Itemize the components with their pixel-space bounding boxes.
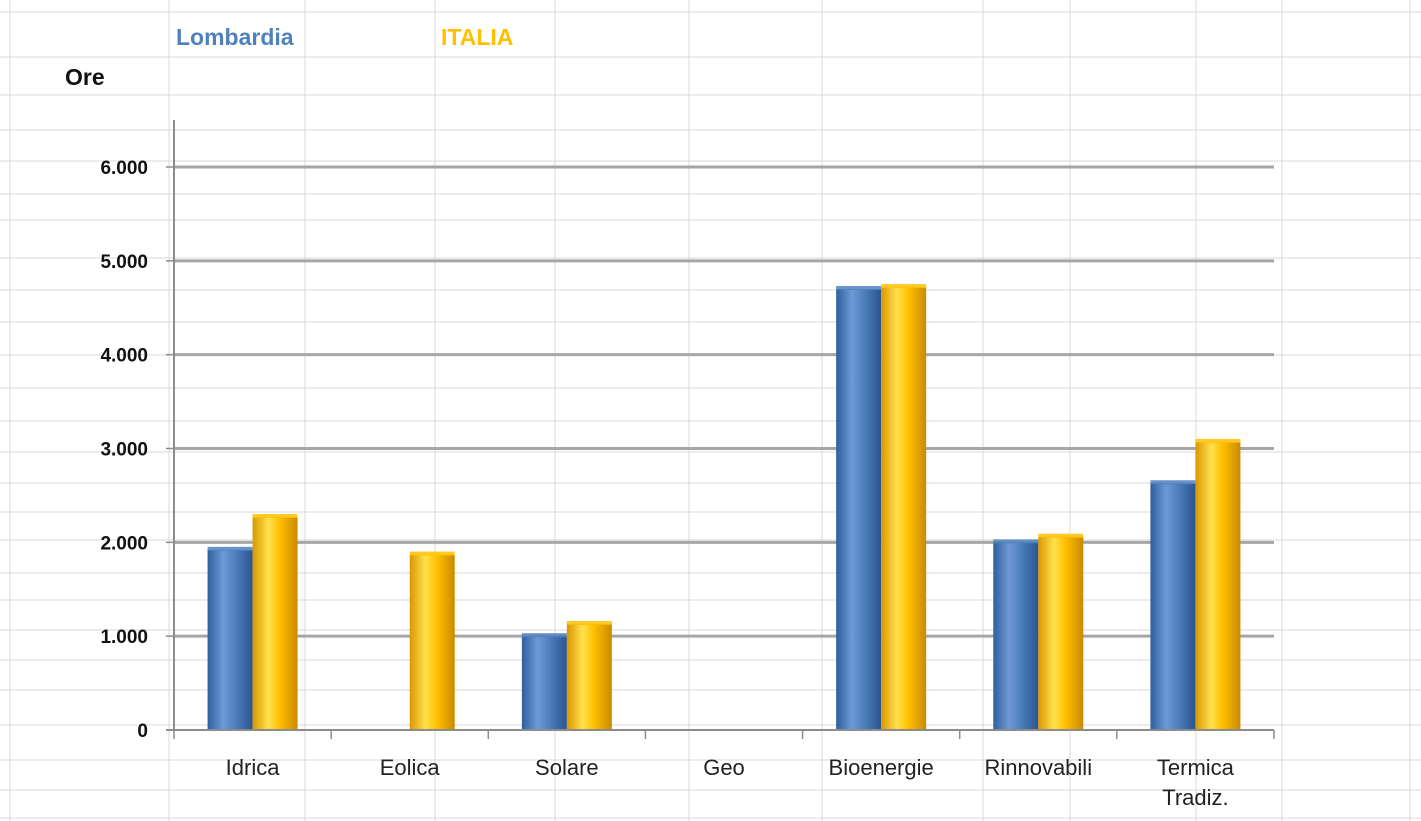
bar-top-italia: [252, 513, 298, 518]
x-tick-label: Bioenergie: [829, 755, 934, 780]
x-tick-label: Eolica: [380, 755, 441, 780]
bar-lombardia: [1150, 483, 1196, 730]
bar-italia: [1038, 536, 1084, 730]
bar-lombardia: [836, 288, 882, 730]
legend-entry-italia: ITALIA: [441, 24, 513, 50]
bar-top-italia: [1195, 438, 1241, 443]
y-tick-label: 4.000: [100, 346, 148, 367]
y-tick-label: 3.000: [100, 440, 148, 461]
y-tick-label: 5.000: [100, 252, 148, 273]
y-tick-label: 0: [137, 721, 148, 742]
bar-top-lombardia: [836, 285, 882, 290]
bar-top-lombardia: [993, 539, 1039, 544]
bar-top-lombardia: [207, 546, 253, 551]
chart-gridlines: [174, 165, 1274, 638]
x-tick-label: Geo: [703, 755, 745, 780]
bar-series-group: [207, 284, 1241, 730]
bar-top-italia: [1038, 533, 1084, 538]
y-tick-label: 2.000: [100, 533, 148, 554]
bar-italia: [252, 516, 298, 730]
y-tick-label: 1.000: [100, 627, 148, 648]
bar-top-lombardia: [1150, 480, 1196, 485]
bar-lombardia: [521, 636, 567, 730]
bar-top-italia: [881, 284, 927, 289]
bar-lombardia: [993, 542, 1039, 730]
y-tick-label: 6.000: [100, 158, 148, 179]
chart-axes: [166, 120, 1275, 739]
y-axis-title: Ore: [65, 64, 105, 90]
chart-labels: 0 1.000 2.000 3.000 4.000 5.000 6.000 Idrica Eol…: [65, 24, 1235, 810]
x-tick-label: Tradiz.: [1162, 785, 1228, 810]
bar-top-italia: [409, 551, 455, 556]
bar-lombardia: [207, 549, 253, 730]
bar-italia: [409, 554, 455, 730]
bar-top-lombardia: [521, 633, 567, 638]
x-tick-label: Termica: [1157, 755, 1235, 780]
legend-entry-lombardia: Lombardia: [176, 24, 294, 50]
bar-italia: [1195, 441, 1241, 730]
bar-italia: [881, 287, 927, 730]
x-tick-label: Idrica: [226, 755, 281, 780]
x-tick-label: Rinnovabili: [984, 755, 1092, 780]
bar-italia: [566, 623, 612, 730]
x-tick-label: Solare: [535, 755, 599, 780]
bar-top-italia: [566, 620, 612, 625]
